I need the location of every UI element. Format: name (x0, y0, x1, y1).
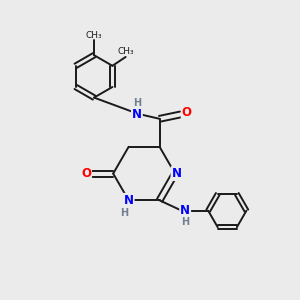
Text: N: N (172, 167, 182, 180)
Text: H: H (181, 217, 189, 227)
Text: H: H (120, 208, 128, 218)
Text: CH₃: CH₃ (86, 31, 102, 40)
Text: N: N (180, 204, 190, 217)
Text: O: O (182, 106, 192, 119)
Text: N: N (124, 194, 134, 207)
Text: H: H (133, 98, 141, 108)
Text: CH₃: CH₃ (118, 47, 135, 56)
Text: N: N (132, 108, 142, 121)
Text: O: O (81, 167, 91, 180)
